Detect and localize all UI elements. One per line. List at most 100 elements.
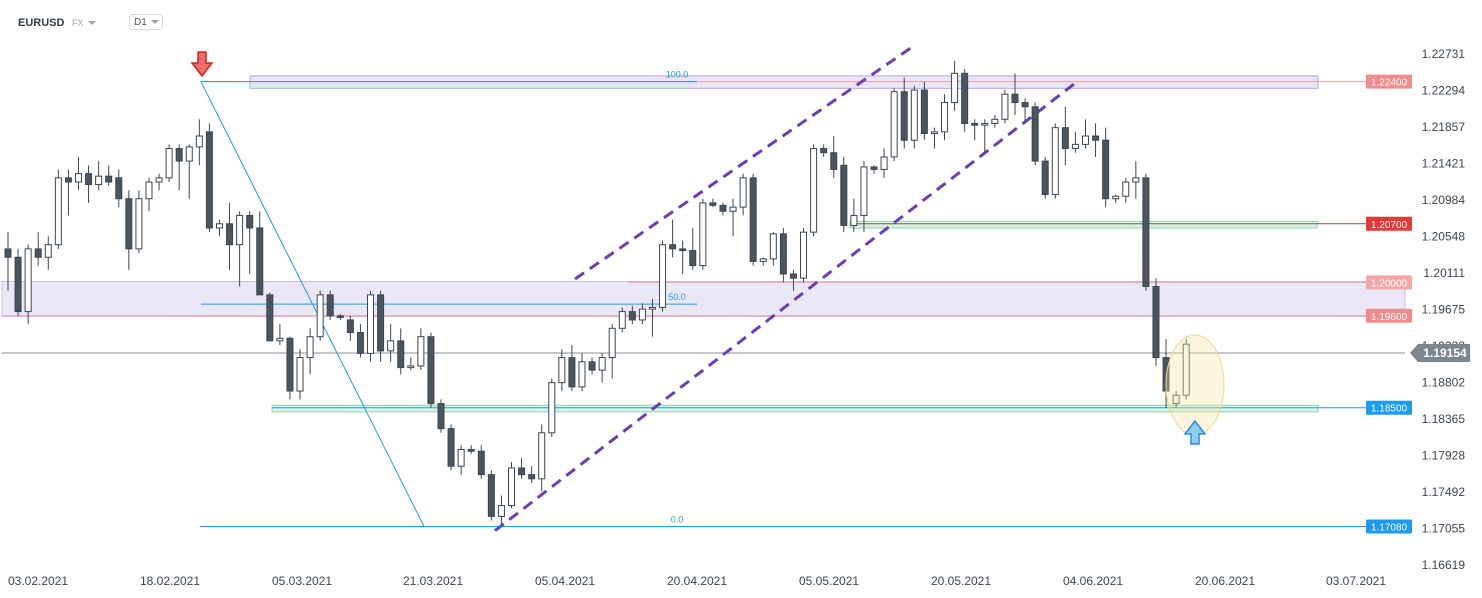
candle bbox=[518, 457, 526, 479]
price-tag: 1.20700 bbox=[1366, 216, 1412, 231]
candle-body bbox=[1112, 195, 1120, 200]
candle-body bbox=[296, 357, 304, 392]
candle-body bbox=[14, 256, 22, 313]
candle bbox=[457, 445, 465, 475]
candle bbox=[125, 190, 133, 270]
candle bbox=[336, 314, 344, 320]
candle-body bbox=[457, 449, 465, 467]
up-arrow-icon bbox=[1183, 419, 1207, 445]
candle-body bbox=[145, 181, 153, 200]
candle-body bbox=[800, 231, 808, 279]
candle bbox=[1011, 73, 1019, 116]
price-tag: 1.22400 bbox=[1366, 74, 1412, 89]
candle-body bbox=[1132, 177, 1140, 183]
candle-body bbox=[1061, 127, 1069, 150]
candle-body bbox=[820, 148, 828, 154]
candle-body bbox=[105, 175, 113, 183]
candle bbox=[800, 227, 808, 283]
candle-body bbox=[236, 214, 244, 246]
candle-body bbox=[34, 248, 42, 258]
candle bbox=[648, 299, 656, 337]
candle bbox=[34, 232, 42, 266]
candle bbox=[1122, 177, 1130, 203]
candle bbox=[145, 177, 153, 212]
candle-body bbox=[447, 428, 455, 467]
candle bbox=[719, 202, 727, 216]
candle bbox=[941, 94, 949, 141]
candle bbox=[981, 119, 989, 153]
candle bbox=[276, 324, 284, 346]
candle bbox=[598, 353, 606, 383]
candle bbox=[256, 211, 264, 296]
candle-body bbox=[1142, 177, 1150, 288]
candle bbox=[870, 165, 878, 174]
candle-body bbox=[961, 72, 969, 124]
candle bbox=[417, 328, 425, 371]
candle bbox=[880, 148, 888, 178]
candle-body bbox=[709, 202, 717, 206]
candle bbox=[105, 165, 113, 187]
candle bbox=[739, 173, 747, 216]
candle bbox=[558, 349, 566, 392]
candle-body bbox=[387, 340, 395, 352]
candle bbox=[226, 202, 234, 270]
price-tag-label: 1.17080 bbox=[1371, 522, 1408, 533]
y-tick-label: 1.18365 bbox=[1422, 412, 1466, 426]
candle-body bbox=[920, 89, 928, 135]
candle bbox=[1001, 90, 1009, 124]
support-zone-lower bbox=[271, 404, 1319, 413]
price-tag-bg bbox=[1366, 216, 1412, 231]
candle bbox=[830, 136, 838, 178]
candle-body bbox=[1051, 127, 1059, 196]
candle-body bbox=[890, 91, 898, 158]
candle bbox=[860, 161, 868, 233]
candle-body bbox=[246, 214, 254, 229]
exchange-selector[interactable]: FX bbox=[72, 14, 96, 32]
candle bbox=[729, 198, 737, 237]
current-price-tag-bg bbox=[1410, 344, 1470, 363]
candle-body bbox=[397, 340, 405, 369]
candle-body bbox=[54, 177, 62, 246]
candle bbox=[367, 290, 375, 362]
candle-body bbox=[185, 146, 193, 162]
candle-body bbox=[1031, 106, 1039, 162]
x-tick-label: 03.07.2021 bbox=[1326, 574, 1386, 588]
chevron-down-icon bbox=[151, 20, 159, 24]
candle-body bbox=[638, 308, 646, 321]
y-tick-label: 1.19675 bbox=[1422, 303, 1466, 317]
candle-body bbox=[860, 166, 868, 216]
candle bbox=[1031, 102, 1039, 166]
candle bbox=[1021, 98, 1029, 124]
candle-body bbox=[951, 72, 959, 104]
candle-body bbox=[518, 467, 526, 476]
candle bbox=[286, 336, 294, 400]
candle bbox=[1092, 123, 1100, 157]
candle bbox=[709, 198, 717, 208]
candle-body bbox=[346, 319, 354, 333]
price-tag-bg bbox=[1366, 275, 1412, 290]
price-tag-bg bbox=[1366, 519, 1412, 534]
candle-body bbox=[367, 294, 375, 354]
candle-body bbox=[256, 227, 264, 296]
candle-body bbox=[205, 131, 213, 229]
candle-body bbox=[306, 336, 314, 359]
candle-body bbox=[648, 306, 656, 310]
x-tick-label: 05.03.2021 bbox=[272, 574, 332, 588]
candle-body bbox=[981, 122, 989, 126]
y-tick-label: 1.17928 bbox=[1422, 449, 1466, 463]
candle-body bbox=[1182, 343, 1190, 396]
candle-body bbox=[568, 357, 576, 388]
candle-body bbox=[810, 148, 818, 233]
candle-body bbox=[870, 166, 878, 170]
candle bbox=[890, 88, 898, 162]
candle bbox=[840, 156, 848, 233]
candle-body bbox=[659, 244, 667, 308]
candle-body bbox=[1081, 135, 1089, 145]
candle bbox=[236, 211, 244, 287]
support-zone-upper bbox=[849, 220, 1318, 229]
candle-body bbox=[356, 331, 364, 354]
timeframe-selector[interactable]: D1 bbox=[129, 14, 163, 30]
candle-body bbox=[407, 365, 415, 369]
